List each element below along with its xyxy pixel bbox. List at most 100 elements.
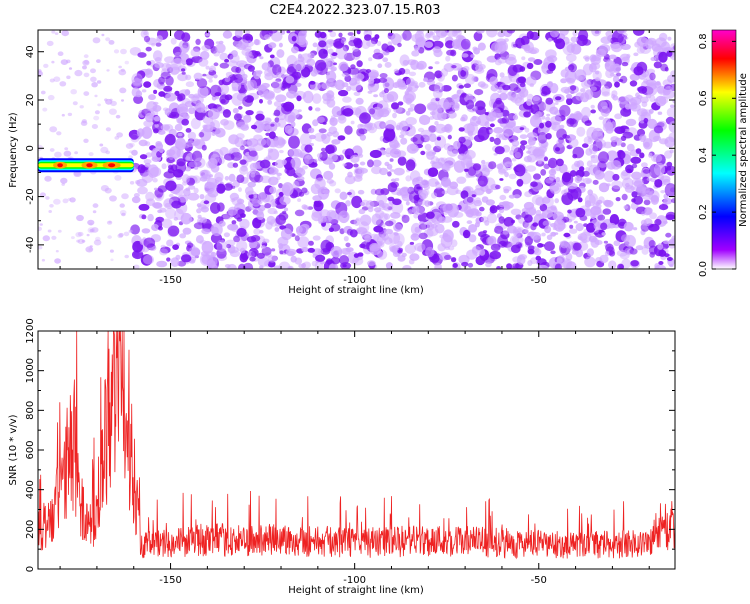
spectrogram-speckle — [498, 168, 506, 175]
spectrogram-speckle — [397, 156, 407, 166]
spectrogram-speckle — [431, 192, 438, 199]
spectrogram-speckle — [554, 102, 559, 105]
spectrogram-speckle — [604, 60, 616, 72]
spectrogram-speckle — [250, 235, 261, 242]
spectrogram-speckle — [275, 214, 287, 226]
spectrogram-speckle — [414, 103, 427, 115]
spectrogram-speckle — [419, 179, 430, 188]
spectrogram-speckle — [312, 195, 323, 202]
spectrogram-speckle — [265, 124, 273, 132]
spectrogram-speckle — [405, 159, 416, 171]
spectrogram-speckle — [490, 243, 501, 252]
spectrogram-speckle — [474, 221, 480, 228]
y-tick-label: 40 — [25, 45, 36, 58]
spectrogram-speckle — [276, 72, 283, 78]
spectrogram-speckle — [592, 70, 602, 81]
spectrogram-speckle — [139, 154, 148, 160]
spectrogram-speckle — [555, 158, 564, 167]
spectrogram-speckle — [435, 158, 440, 162]
spectrogram-speckle — [193, 222, 205, 230]
spectrogram-speckle — [573, 220, 578, 224]
spectrogram-speckle — [485, 199, 495, 206]
spectrogram-speckle — [326, 39, 335, 45]
spectrogram-speckle — [215, 95, 219, 100]
spectrogram-speckle — [612, 75, 620, 84]
spectrogram-speckle — [334, 79, 345, 91]
spectrogram-speckle — [516, 178, 524, 187]
spectrogram-speckle — [231, 196, 242, 206]
spectrogram-speckle — [654, 179, 663, 188]
spectrogram-speckle — [353, 163, 359, 168]
spectrogram-speckle — [377, 100, 389, 113]
colorbar — [711, 29, 737, 270]
spectrogram-speckle — [259, 229, 264, 234]
spectrogram-speckle — [239, 159, 247, 165]
spectrogram-speckle — [181, 32, 191, 42]
spectrogram-speckle — [347, 67, 360, 75]
spectrogram-speckle — [279, 149, 284, 154]
spectrogram-speckle — [653, 125, 664, 134]
spectrogram-speckle — [462, 229, 471, 239]
spectrogram-speckle — [447, 245, 455, 251]
spectrogram-speckle — [261, 246, 272, 256]
spectrogram-speckle — [653, 154, 663, 163]
spectrogram-speckle — [614, 126, 626, 134]
spectrogram-speckle — [238, 105, 243, 110]
spectrogram-speckle — [519, 82, 526, 88]
spectrogram-speckle — [124, 254, 129, 259]
spectrogram-speckle — [372, 159, 382, 167]
spectrogram-speckle — [88, 152, 94, 157]
spectrogram-speckle — [621, 32, 628, 38]
spectrogram-speckle — [166, 257, 171, 262]
spectrogram-speckle — [288, 135, 300, 149]
spectrogram-speckle — [466, 122, 479, 136]
spectrogram-speckle — [644, 207, 653, 215]
spectrogram-speckle — [411, 50, 420, 57]
spectrogram-speckle — [460, 38, 471, 50]
spectrogram-speckle — [90, 68, 96, 74]
spectrogram-speckle — [590, 104, 595, 109]
spectrogram-speckle — [631, 191, 638, 198]
spectrogram-speckle — [544, 225, 552, 234]
spectrogram-speckle — [353, 91, 361, 97]
spectrogram-speckle — [96, 80, 102, 84]
spectrogram-speckle — [390, 178, 396, 182]
spectrogram-speckle — [261, 62, 271, 71]
spectrogram-speckle — [625, 94, 634, 102]
spectrogram-speckle — [278, 183, 283, 189]
spectrogram-speckle — [461, 92, 467, 98]
spectrogram-speckle — [571, 163, 580, 171]
spectrogram-speckle — [480, 216, 489, 223]
spectrogram-speckle — [468, 234, 477, 243]
spectrogram-speckle — [190, 48, 201, 58]
spectrogram-speckle — [583, 55, 590, 60]
spectrogram-speckle — [402, 30, 412, 41]
spectrogram-speckle — [575, 207, 586, 218]
spectrogram-speckle — [434, 82, 444, 94]
spectrogram-speckle — [519, 127, 525, 131]
spectrogram-speckle — [377, 250, 384, 258]
spectrogram-speckle — [108, 40, 115, 45]
spectrogram-speckle — [369, 83, 375, 87]
spectrogram-speckle — [137, 52, 147, 58]
spectrogram-speckle — [513, 194, 521, 199]
spectrogram-speckle — [425, 149, 436, 157]
spectrogram-speckle — [337, 135, 346, 141]
spectrogram-speckle — [131, 73, 143, 86]
spectrogram-speckle — [179, 45, 189, 54]
spectrogram-speckle — [639, 96, 649, 104]
spectrogram-speckle — [633, 195, 643, 205]
spectrogram-speckle — [434, 70, 443, 79]
spectrogram-speckle — [373, 120, 386, 130]
spectrogram-speckle — [618, 79, 624, 82]
spectrogram-speckle — [550, 250, 556, 255]
spectrogram-speckle — [620, 43, 631, 51]
spectrogram-speckle — [143, 31, 148, 36]
colorbar-tick-label: 0.6 — [698, 90, 709, 106]
spectrogram-speckle — [213, 242, 223, 250]
spectrogram-speckle — [225, 71, 233, 78]
spectrogram-speckle — [392, 198, 402, 206]
spectrogram-speckle — [204, 193, 217, 203]
spectrogram-speckle — [629, 248, 638, 255]
spectrogram-speckle — [467, 262, 474, 268]
